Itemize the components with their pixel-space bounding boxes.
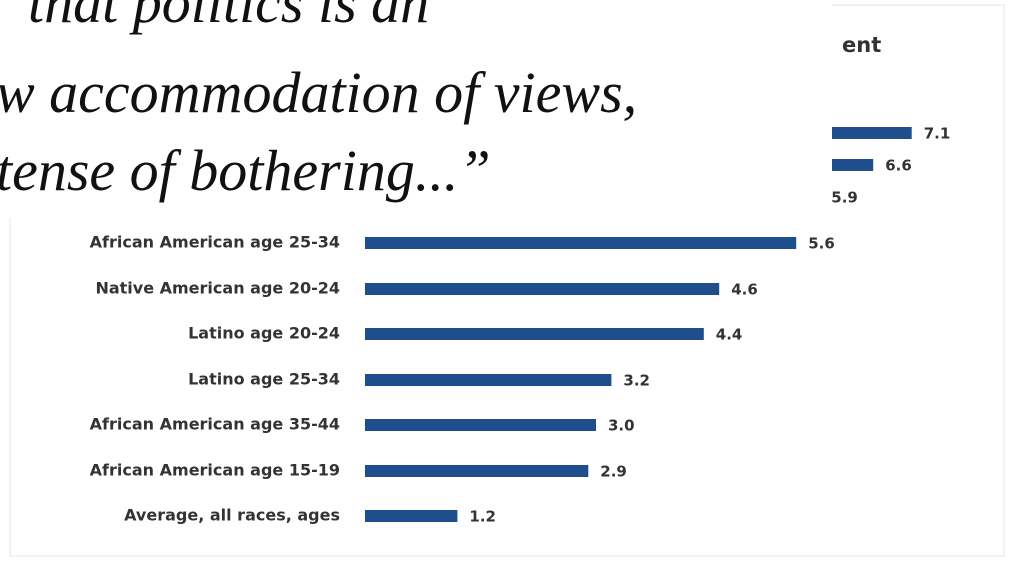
quote-line: tense of bothering...” — [0, 138, 491, 203]
value-label: 1.2 — [469, 508, 496, 526]
quote-line: w accommodation of views, — [0, 60, 637, 125]
value-label: 7.1 — [924, 125, 951, 143]
bar — [365, 419, 596, 431]
value-label: 5.6 — [808, 235, 835, 253]
category-label: Latino age 20-24 — [188, 324, 340, 343]
bar — [365, 374, 612, 386]
value-label: 3.0 — [608, 417, 635, 435]
category-label: African American age 25-34 — [90, 233, 340, 252]
bar — [365, 283, 720, 295]
quote-line: that politics is an — [28, 0, 429, 35]
quote-backdrop — [0, 0, 832, 218]
bar — [365, 465, 589, 477]
category-label: Average, all races, ages — [124, 506, 340, 525]
category-label: African American age 15-19 — [90, 461, 340, 480]
category-label: Native American age 20-24 — [95, 279, 340, 298]
value-label: 2.9 — [600, 463, 627, 481]
value-label: 4.4 — [716, 326, 743, 344]
bar — [365, 237, 797, 249]
value-label: 3.2 — [623, 372, 650, 390]
category-label: African American age 35-44 — [90, 415, 340, 434]
value-label: 4.6 — [731, 281, 758, 299]
value-label: 5.9 — [831, 189, 858, 207]
category-label: Latino age 25-34 — [188, 370, 340, 389]
bar — [365, 510, 458, 522]
chart-title: ent — [842, 33, 881, 57]
value-label: 6.6 — [885, 157, 912, 175]
bar — [365, 328, 704, 340]
